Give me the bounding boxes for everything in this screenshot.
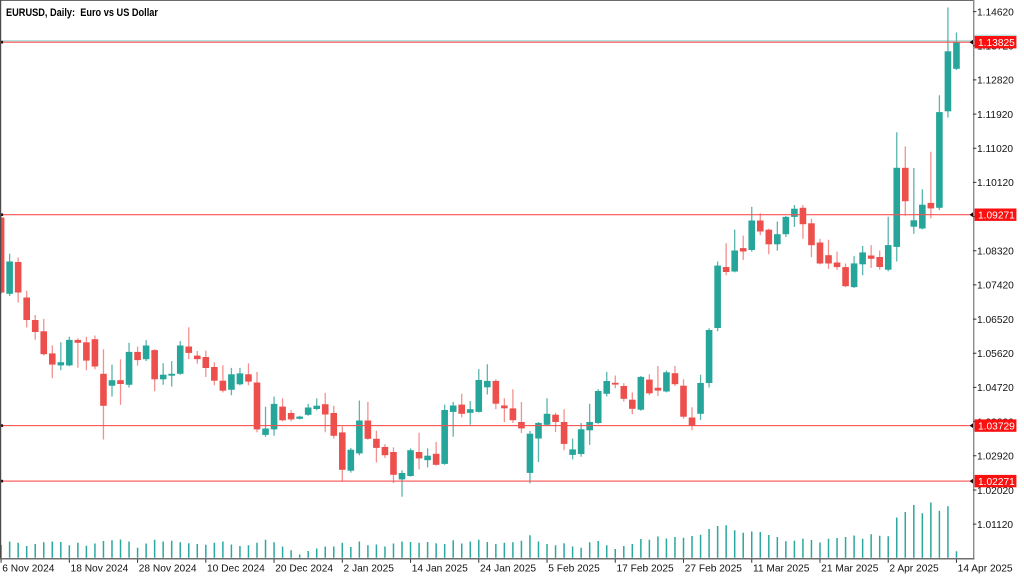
svg-text:1.14620: 1.14620: [977, 7, 1014, 18]
svg-text:14 Apr 2025: 14 Apr 2025: [958, 564, 1013, 575]
svg-text:1.06520: 1.06520: [977, 315, 1014, 326]
svg-text:21 Mar 2025: 21 Mar 2025: [821, 564, 879, 575]
svg-text:5 Feb 2025: 5 Feb 2025: [548, 564, 600, 575]
svg-text:1.10120: 1.10120: [977, 178, 1014, 189]
svg-text:27 Feb 2025: 27 Feb 2025: [685, 564, 743, 575]
svg-text:1.11020: 1.11020: [977, 144, 1013, 155]
svg-text:6 Nov 2024: 6 Nov 2024: [2, 564, 54, 575]
svg-text:1.07420: 1.07420: [977, 281, 1014, 292]
svg-text:1.11920: 1.11920: [977, 110, 1013, 121]
svg-text:1.05620: 1.05620: [977, 349, 1014, 360]
svg-text:24 Jan 2025: 24 Jan 2025: [480, 564, 536, 575]
svg-text:14 Jan 2025: 14 Jan 2025: [412, 564, 468, 575]
svg-text:2 Jan 2025: 2 Jan 2025: [344, 564, 395, 575]
svg-text:1.08320: 1.08320: [977, 247, 1014, 258]
svg-text:11 Mar 2025: 11 Mar 2025: [753, 564, 810, 575]
svg-text:2 Apr 2025: 2 Apr 2025: [889, 564, 939, 575]
svg-text:1.02020: 1.02020: [977, 486, 1014, 497]
svg-text:1.13825: 1.13825: [978, 38, 1015, 49]
svg-text:1.04720: 1.04720: [977, 383, 1014, 394]
svg-text:28 Nov 2024: 28 Nov 2024: [139, 564, 197, 575]
svg-text:1.12820: 1.12820: [977, 76, 1014, 87]
svg-text:20 Dec 2024: 20 Dec 2024: [275, 564, 333, 575]
svg-text:10 Dec 2024: 10 Dec 2024: [207, 564, 265, 575]
svg-text:1.01120: 1.01120: [977, 520, 1013, 531]
svg-text:1.02920: 1.02920: [977, 452, 1014, 463]
svg-text:17 Feb 2025: 17 Feb 2025: [616, 564, 674, 575]
svg-text:1.03729: 1.03729: [978, 421, 1015, 432]
svg-text:1.02271: 1.02271: [978, 477, 1015, 488]
svg-text:1.09271: 1.09271: [978, 211, 1015, 222]
svg-text:18 Nov 2024: 18 Nov 2024: [71, 564, 129, 575]
svg-text:EURUSD, Daily: Euro vs US Dol: EURUSD, Daily: Euro vs US Dollar: [6, 7, 158, 19]
